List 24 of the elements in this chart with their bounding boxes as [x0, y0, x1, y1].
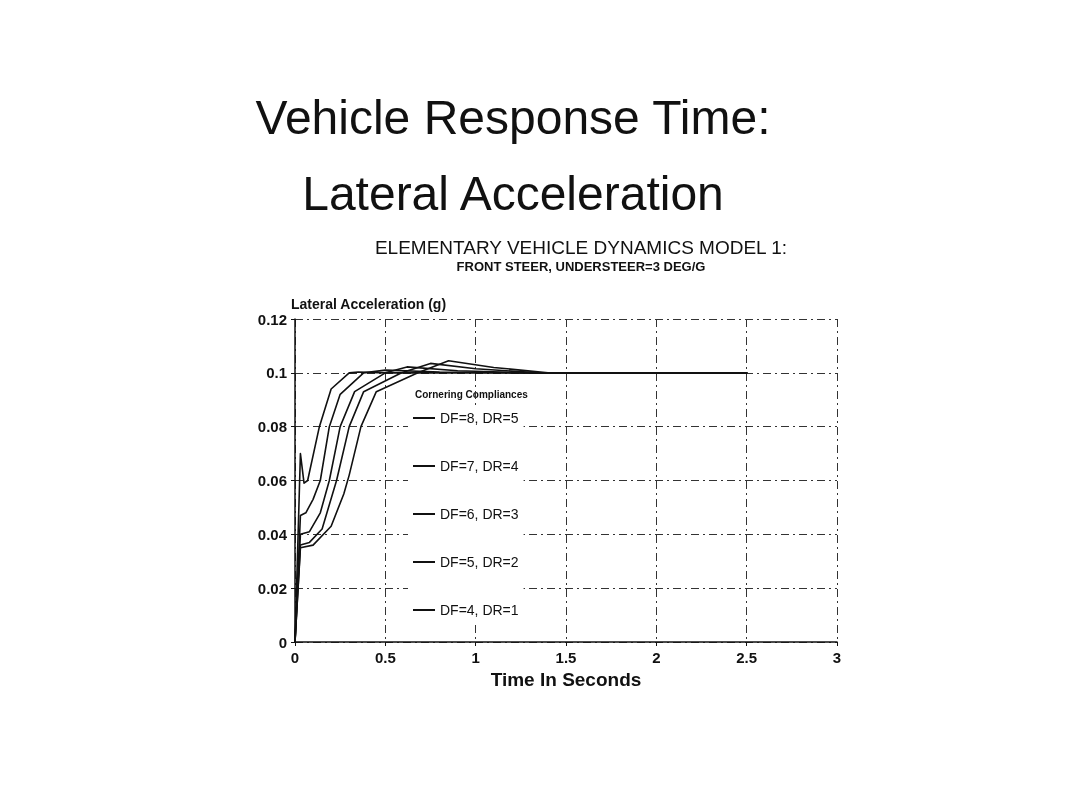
y-tick-label: 0.06	[257, 472, 287, 489]
y-tick-label: 0.08	[257, 418, 287, 436]
text: FRONT STEER, UNDERSTEER=3 DEG/G	[456, 259, 706, 274]
y-tick-label: 0.1	[266, 364, 287, 382]
x-axis-title: Time In Seconds	[490, 669, 642, 690]
x-tick-label: 3	[832, 649, 842, 666]
y-tick-label: 0	[278, 633, 287, 651]
legend-label: DF=4, DR=1	[440, 602, 519, 618]
x-tick-label: 1	[471, 649, 480, 666]
y-tick-label: 0.02	[257, 579, 287, 597]
legend-label: DF=6, DR=3	[440, 506, 519, 522]
chart-title: Vehicle Response Time: Lateral Acceleration	[255, 90, 771, 220]
x-tick-label: 2	[652, 649, 661, 666]
y-tick-label: 0.12	[257, 310, 287, 328]
x-tick-label: 0	[290, 649, 300, 666]
x-tick-label: 1.5	[555, 649, 577, 666]
y-axis-title: Lateral Acceleration (g)	[291, 296, 447, 312]
legend-label: DF=5, DR=2	[440, 554, 519, 570]
legend-label: DF=8, DR=5	[440, 410, 519, 426]
legend-label: DF=7, DR=4	[440, 458, 519, 474]
y-tick-label: 0.04	[257, 525, 288, 543]
chart-subtitle: ELEMENTARY VEHICLE DYNAMICS MODEL 1:	[374, 237, 788, 258]
x-tick-label: 0.5	[374, 649, 396, 666]
x-tick-label: 2.5	[736, 649, 758, 666]
